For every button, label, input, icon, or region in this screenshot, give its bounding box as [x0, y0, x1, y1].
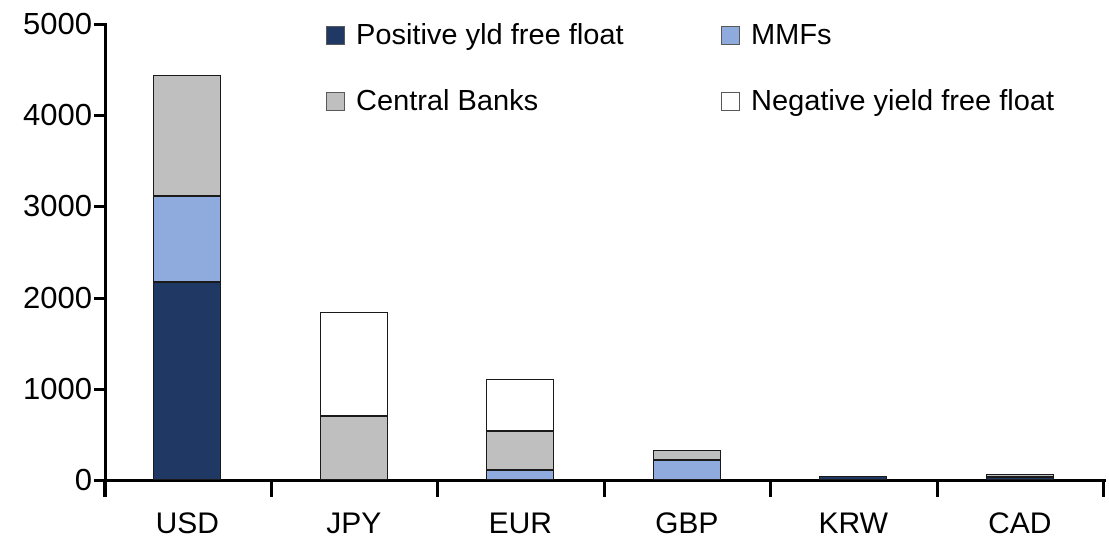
y-tick-label: 4000 — [23, 97, 92, 133]
bar-segment-positive-yld-free-float-krw — [819, 476, 888, 480]
legend-swatch-central-banks — [326, 91, 345, 111]
bar-segment-positive-yld-free-float-cad — [985, 476, 1054, 480]
y-tick-mark — [94, 23, 107, 26]
y-tick-label: 1000 — [23, 370, 92, 406]
y-axis-line — [104, 24, 107, 497]
legend-swatch-positive-yld-free-float — [326, 25, 345, 45]
legend-label: MMFs — [751, 19, 832, 51]
x-axis-label-cad: CAD — [988, 507, 1052, 540]
x-axis-label-jpy: JPY — [326, 507, 382, 540]
bar-segment-central-banks-gbp — [652, 449, 721, 460]
x-axis-label-eur: EUR — [488, 507, 552, 540]
x-tick-mark — [436, 479, 439, 497]
legend-item-negative-yield-free-float: Negative yield free float — [721, 81, 1054, 121]
bar-segment-central-banks-jpy — [319, 416, 388, 480]
bar-segment-negative-yield-free-float-eur — [486, 378, 555, 431]
bar-segment-positive-yld-free-float-usd — [153, 282, 222, 480]
bar-segment-central-banks-cad — [985, 474, 1054, 477]
y-tick-mark — [94, 114, 107, 118]
legend-label: Positive yld free float — [356, 19, 624, 51]
bar-segment-mmfs-usd — [153, 196, 222, 283]
y-tick-label: 2000 — [23, 279, 92, 315]
legend-label: Negative yield free float — [751, 85, 1055, 117]
x-tick-mark — [103, 479, 106, 497]
x-axis-label-usd: USD — [155, 507, 219, 540]
x-tick-mark — [269, 479, 273, 497]
legend-swatch-negative-yield-free-float — [721, 91, 740, 111]
bar-segment-central-banks-usd — [153, 75, 222, 197]
x-tick-mark — [935, 479, 939, 497]
bar-segment-mmfs-eur — [486, 469, 555, 480]
y-tick-label: 0 — [74, 462, 92, 497]
bar-segment-mmfs-gbp — [652, 459, 721, 480]
y-tick-mark — [94, 296, 107, 300]
y-tick-label: 3000 — [23, 188, 92, 224]
x-tick-mark — [769, 479, 772, 497]
x-tick-mark — [1102, 479, 1105, 497]
x-axis-label-krw: KRW — [818, 507, 888, 540]
legend-item-central-banks: Central Banks — [326, 81, 538, 121]
legend-item-mmfs: MMFs — [721, 15, 832, 55]
y-tick-label: 5000 — [23, 6, 92, 41]
y-tick-mark — [94, 387, 107, 391]
y-tick-mark — [94, 479, 107, 482]
bar-segment-central-banks-eur — [486, 430, 555, 470]
bar-segment-negative-yield-free-float-jpy — [319, 312, 388, 417]
y-tick-mark — [94, 205, 107, 209]
legend-swatch-mmfs — [721, 25, 740, 45]
x-tick-mark — [602, 479, 606, 497]
legend-label: Central Banks — [356, 85, 539, 117]
legend-item-positive-yld-free-float: Positive yld free float — [326, 15, 624, 55]
x-axis-label-gbp: GBP — [655, 507, 719, 540]
